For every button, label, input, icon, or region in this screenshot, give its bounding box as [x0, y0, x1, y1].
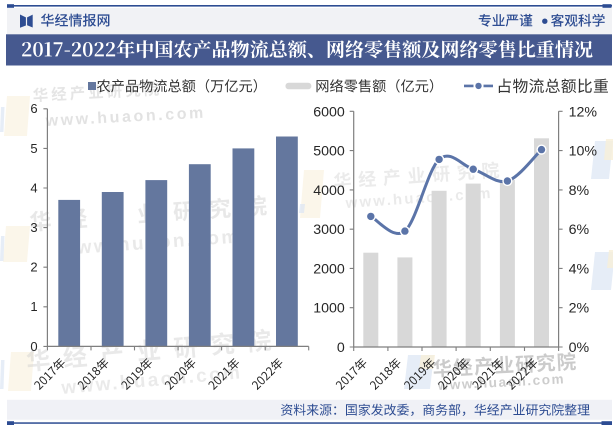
svg-text:www.huaon.com: www.huaon.com: [436, 371, 565, 393]
svg-text:5000: 5000: [313, 144, 345, 160]
svg-text:0: 0: [337, 340, 345, 356]
svg-text:3: 3: [30, 220, 37, 235]
svg-text:0%: 0%: [569, 340, 590, 356]
svg-text:10%: 10%: [569, 144, 598, 160]
svg-text:2: 2: [30, 260, 37, 275]
svg-text:4%: 4%: [569, 261, 590, 277]
svg-text:0: 0: [30, 339, 37, 354]
svg-text:2%: 2%: [569, 301, 590, 317]
svg-text:4: 4: [30, 180, 37, 195]
svg-text:1000: 1000: [313, 301, 345, 317]
svg-text:4000: 4000: [313, 183, 345, 199]
svg-text:5: 5: [30, 141, 37, 156]
svg-text:8%: 8%: [569, 183, 590, 199]
svg-text:6000: 6000: [313, 104, 345, 120]
svg-text:3000: 3000: [313, 222, 345, 238]
svg-text:www.huaon.com: www.huaon.com: [44, 105, 206, 130]
svg-text:1: 1: [30, 299, 37, 314]
svg-text:12%: 12%: [569, 104, 598, 120]
svg-text:6: 6: [30, 101, 37, 116]
svg-text:6%: 6%: [569, 222, 590, 238]
svg-text:www.huaon.com: www.huaon.com: [60, 362, 244, 399]
svg-text:2000: 2000: [313, 261, 345, 277]
